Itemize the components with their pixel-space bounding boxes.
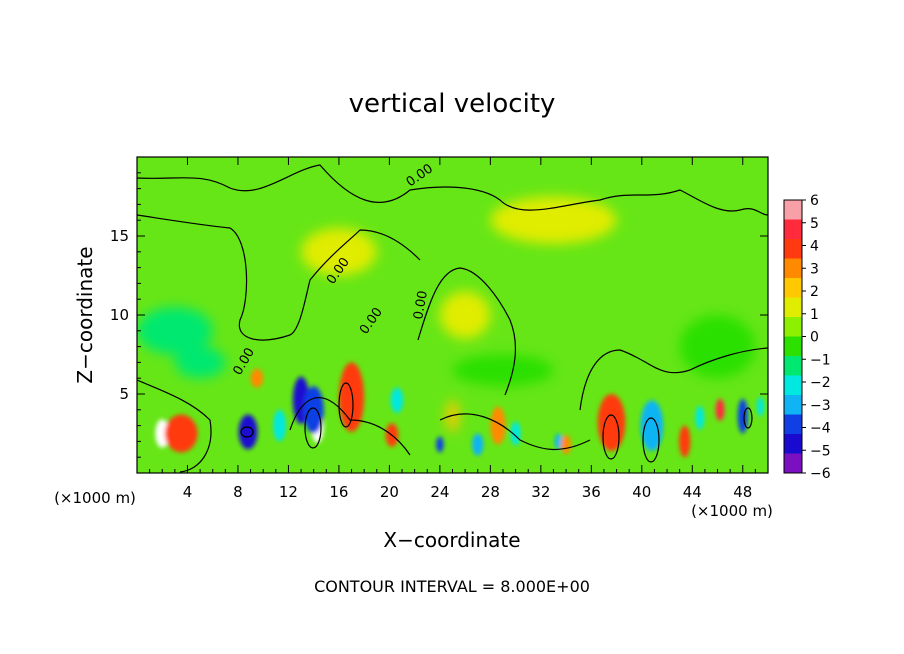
colorbar-swatch: [784, 375, 802, 396]
plot-area: [137, 157, 768, 473]
y-tick-label: 5: [119, 385, 129, 403]
contour-interval-note: CONTOUR INTERVAL = 8.000E+00: [314, 577, 590, 596]
chart-title: vertical velocity: [349, 89, 556, 119]
contour-core-48: [743, 407, 753, 429]
x-tick-label: 8: [233, 483, 243, 501]
x-tick-label: 40: [632, 483, 651, 501]
field-cell-16: [510, 421, 521, 446]
y-axis-ticks: 5 10 15: [110, 172, 768, 458]
field-cell-17: [554, 433, 563, 450]
x-unit-label: (×1000 m): [691, 502, 773, 520]
colorbar-tick-label: −2: [810, 375, 831, 391]
contour-core-9: [240, 426, 254, 438]
field-cell-9: [338, 362, 365, 432]
field-cell-26: [737, 398, 748, 434]
field-cell-29: [490, 196, 617, 244]
x-tick-label: 48: [733, 483, 752, 501]
field-cell-34: [452, 354, 554, 387]
colorbar-swatch: [784, 414, 802, 435]
field-cell-11: [390, 387, 404, 413]
field-cell-3: [250, 368, 264, 388]
x-tick-label: 36: [582, 483, 601, 501]
field-cell-1: [164, 414, 198, 453]
x-axis-ticks: 4 8 12 16 20 24 28 32 36 40 44 48: [149, 157, 756, 501]
contour-zero-right: [579, 347, 768, 411]
field-cell-2: [238, 414, 258, 450]
x-tick-label: 20: [380, 483, 399, 501]
colorbar-tick-label: 3: [810, 261, 819, 277]
colorbar-swatch: [784, 453, 802, 474]
colorbar-tick-label: −5: [810, 443, 831, 459]
colorbar: 6 5 4 3 2 1 0 −1 −2 −3 −4 −5 −6: [783, 193, 831, 482]
contour-core-38: [602, 414, 620, 460]
contour-label: 0.00: [411, 290, 431, 321]
field-cell-25: [715, 398, 725, 421]
field-cell-18: [561, 435, 572, 455]
colorbar-tick-label: −1: [810, 352, 831, 368]
contour-core-16: [338, 382, 354, 428]
colorbar-tick-label: 1: [810, 307, 819, 323]
colorbar-tick-label: 4: [810, 239, 819, 255]
y-tick-label: 10: [110, 306, 129, 324]
colorbar-tick-label: 2: [810, 284, 819, 300]
field-cell-14: [472, 433, 484, 456]
x-tick-label: 28: [481, 483, 500, 501]
contour-zero-upper: [137, 164, 768, 216]
colorbar-tick-label: −4: [810, 421, 831, 437]
x-tick-label: 32: [531, 483, 550, 501]
colorbar-swatch: [784, 434, 802, 454]
colorbar-tick-label: −3: [810, 398, 831, 414]
field-cell-24: [695, 405, 705, 430]
field-cell-23: [679, 425, 691, 458]
contour-zero-lower: [137, 379, 591, 473]
contour-core-40: [642, 417, 660, 463]
colorbar-tick-label: 6: [810, 193, 819, 209]
field-cell-33: [679, 315, 756, 379]
field-cell-12: [436, 436, 444, 453]
colorbar-tick-label: 0: [810, 330, 819, 346]
colorbar-tick-label: −6: [810, 466, 831, 482]
contour-lines: [137, 164, 768, 473]
field-cell-27: [756, 397, 765, 417]
contour-core-13: [304, 407, 322, 449]
field-cell-28: [301, 228, 377, 276]
colorbar-swatch: [784, 356, 802, 376]
x-tick-label: 24: [430, 483, 449, 501]
contour-zero-left: [137, 214, 421, 341]
colorbar-swatch: [784, 278, 802, 298]
colorbar-swatch: [784, 336, 802, 357]
x-tick-label: 4: [183, 483, 193, 501]
y-axis-title: Z−coordinate: [73, 246, 97, 383]
colorbar-swatch: [784, 219, 802, 240]
colorbar-swatch: [784, 297, 802, 318]
field-cell-32: [174, 346, 226, 379]
field-cell-30: [439, 291, 491, 339]
field-cell-0: [155, 419, 170, 448]
colorbar-swatch: [784, 395, 802, 415]
x-axis-title: X−coordinate: [383, 528, 520, 552]
colorbar-swatch: [784, 258, 802, 279]
colorbar-swatch: [784, 239, 802, 259]
field-cell-15: [490, 406, 506, 445]
field-cell-22: [640, 400, 664, 451]
x-tick-label: 16: [329, 483, 348, 501]
colorbar-swatch: [784, 200, 802, 220]
field-cell-13: [446, 400, 459, 432]
field-cell-31: [137, 307, 213, 355]
y-tick-label: 15: [110, 227, 129, 245]
x-tick-label: 12: [279, 483, 298, 501]
colorbar-swatch: [784, 317, 802, 337]
field-cell-4: [273, 409, 286, 442]
field-soft-layer: [137, 196, 756, 432]
colorbar-tick-label: 5: [810, 216, 819, 232]
contour-zero-center: [417, 267, 516, 396]
field-cell-20: [597, 394, 626, 451]
y-unit-label: (×1000 m): [54, 489, 136, 507]
x-tick-label: 44: [683, 483, 702, 501]
